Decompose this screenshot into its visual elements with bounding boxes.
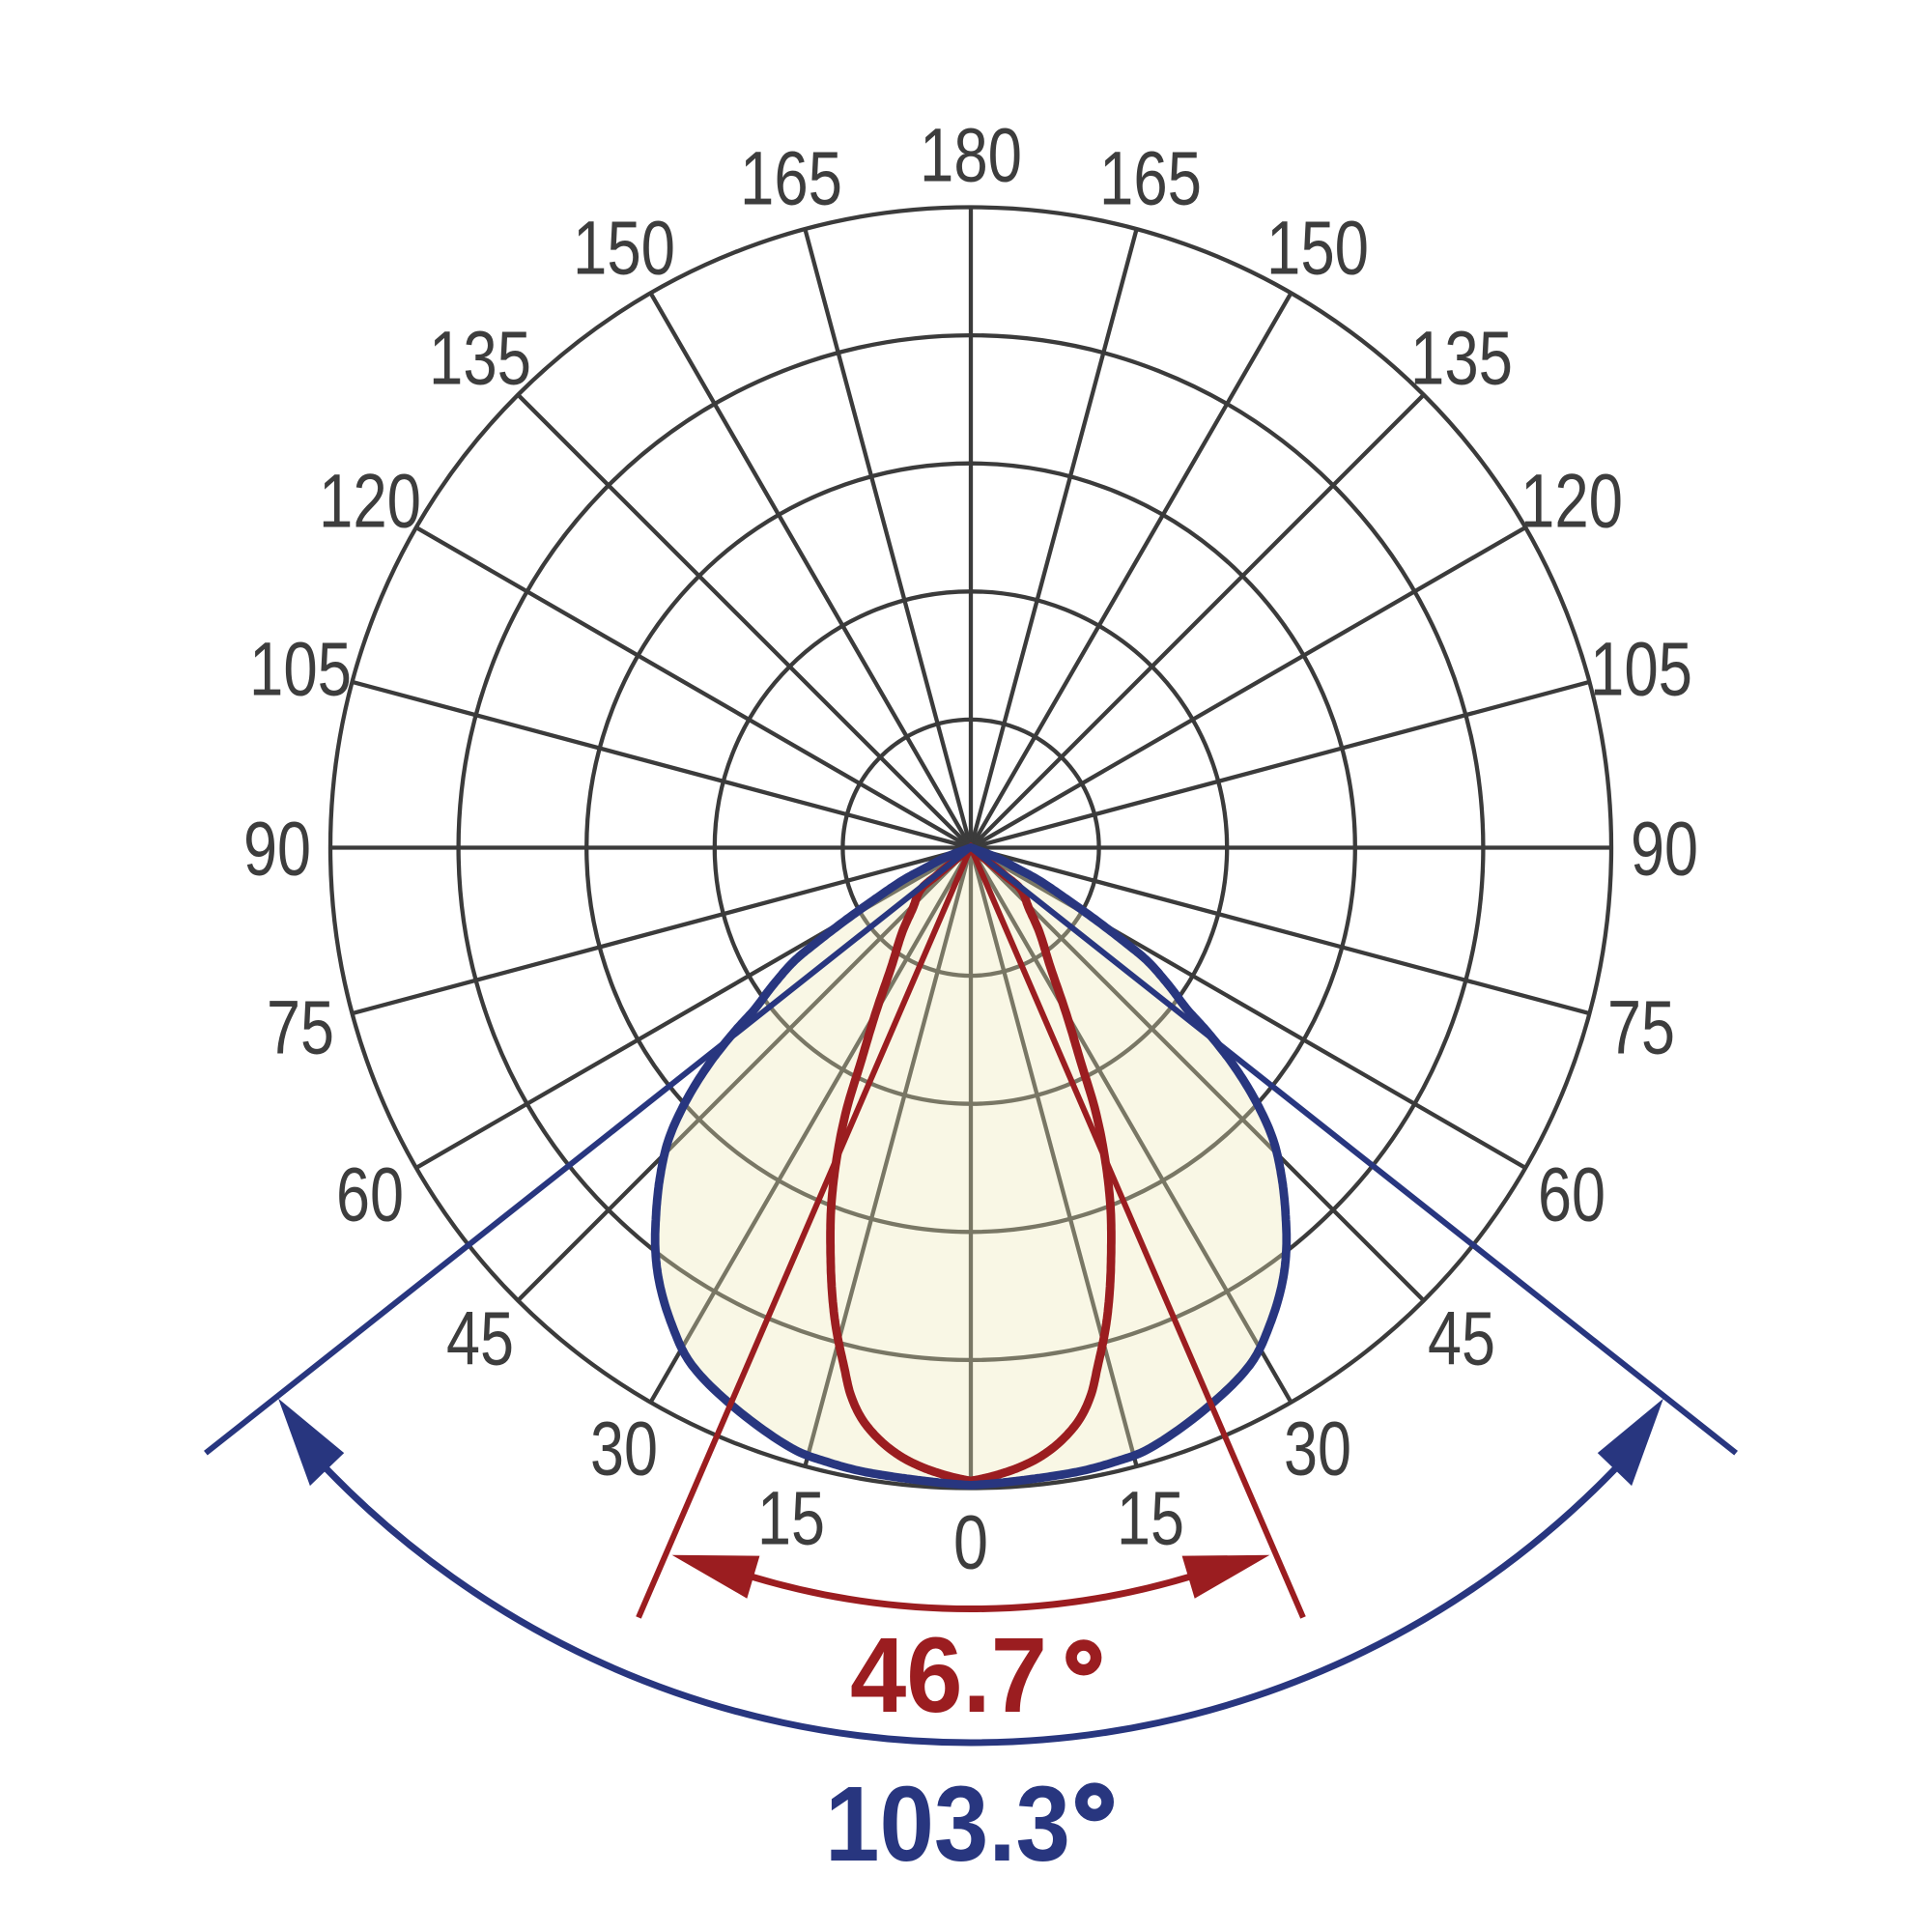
svg-text:105: 105 (249, 626, 352, 712)
svg-text:75: 75 (267, 984, 334, 1070)
svg-text:120: 120 (1520, 458, 1623, 544)
svg-text:60: 60 (1538, 1151, 1605, 1237)
svg-text:120: 120 (319, 458, 421, 544)
svg-text:15: 15 (1117, 1475, 1184, 1561)
svg-text:165: 165 (1099, 135, 1202, 221)
svg-text:135: 135 (429, 315, 531, 401)
svg-text:90: 90 (243, 806, 311, 892)
svg-text:15: 15 (757, 1475, 825, 1561)
svg-text:45: 45 (1428, 1295, 1495, 1381)
svg-text:45: 45 (446, 1295, 514, 1381)
svg-text:135: 135 (1410, 315, 1513, 401)
svg-text:46.7: 46.7 (850, 1616, 1047, 1735)
svg-text:30: 30 (590, 1406, 658, 1492)
svg-text:150: 150 (1266, 205, 1369, 291)
svg-text:60: 60 (336, 1151, 404, 1237)
svg-text:103.3: 103.3 (825, 1765, 1070, 1884)
svg-text:180: 180 (920, 112, 1022, 198)
svg-text:165: 165 (740, 135, 842, 221)
svg-text:105: 105 (1590, 626, 1692, 712)
svg-text:90: 90 (1631, 806, 1698, 892)
svg-text:30: 30 (1284, 1406, 1351, 1492)
svg-text:0: 0 (953, 1499, 988, 1585)
svg-text:75: 75 (1607, 984, 1675, 1070)
svg-text:150: 150 (573, 205, 675, 291)
